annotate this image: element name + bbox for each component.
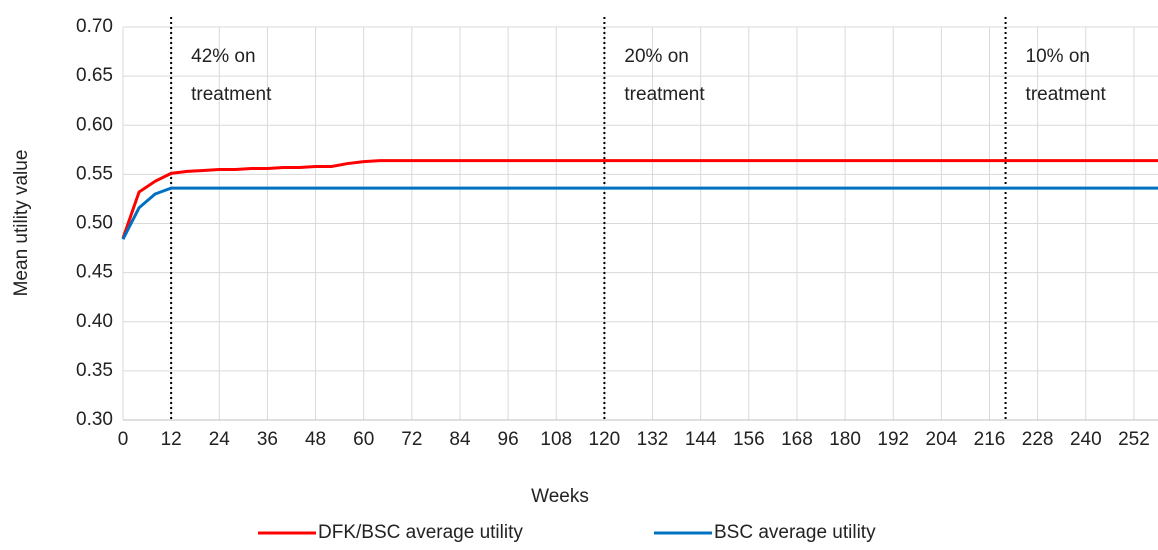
legend-label: BSC average utility [714,522,876,543]
legend-label: DFK/BSC average utility [318,522,523,543]
x-tick-label: 36 [257,429,278,450]
x-tick-label: 12 [161,429,182,450]
x-tick-label: 144 [685,429,717,450]
x-tick-label: 96 [498,429,519,450]
annotation-text: 20% on [624,46,688,67]
x-tick-label: 204 [926,429,958,450]
annotation-text: treatment [191,84,272,105]
x-tick-label: 48 [305,429,326,450]
x-tick-label: 60 [353,429,374,450]
y-tick-label: 0.30 [76,409,113,430]
x-tick-label: 72 [401,429,422,450]
x-tick-label: 252 [1118,429,1150,450]
x-tick-label: 228 [1022,429,1054,450]
data-line [121,159,1158,239]
y-tick-label: 0.55 [76,163,113,184]
x-tick-label: 192 [877,429,909,450]
x-tick-label: 0 [118,429,129,450]
x-tick-label: 24 [209,429,231,450]
y-axis-title: Mean utility value [11,150,32,297]
x-tick-label: 180 [829,429,861,450]
y-tick-label: 0.45 [76,262,113,283]
x-tick-label: 216 [974,429,1006,450]
annotation-text: treatment [624,84,705,105]
x-axis-title: Weeks [531,486,589,507]
annotation-text: 10% on [1026,46,1090,67]
annotation-text: 42% on [191,46,255,67]
x-tick-label: 84 [449,429,471,450]
x-tick-label: 168 [781,429,813,450]
annotation-text: treatment [1026,84,1107,105]
x-tick-label: 120 [589,429,621,450]
x-tick-label: 132 [637,429,669,450]
y-tick-label: 0.65 [76,65,113,86]
y-tick-label: 0.50 [76,213,113,234]
x-tick-label: 156 [733,429,765,450]
y-tick-label: 0.40 [76,311,113,332]
y-tick-label: 0.70 [76,16,113,37]
data-line [121,186,1158,240]
x-tick-label: 108 [540,429,572,450]
y-tick-label: 0.60 [76,114,113,135]
x-tick-label: 240 [1070,429,1102,450]
y-tick-label: 0.35 [76,360,113,381]
